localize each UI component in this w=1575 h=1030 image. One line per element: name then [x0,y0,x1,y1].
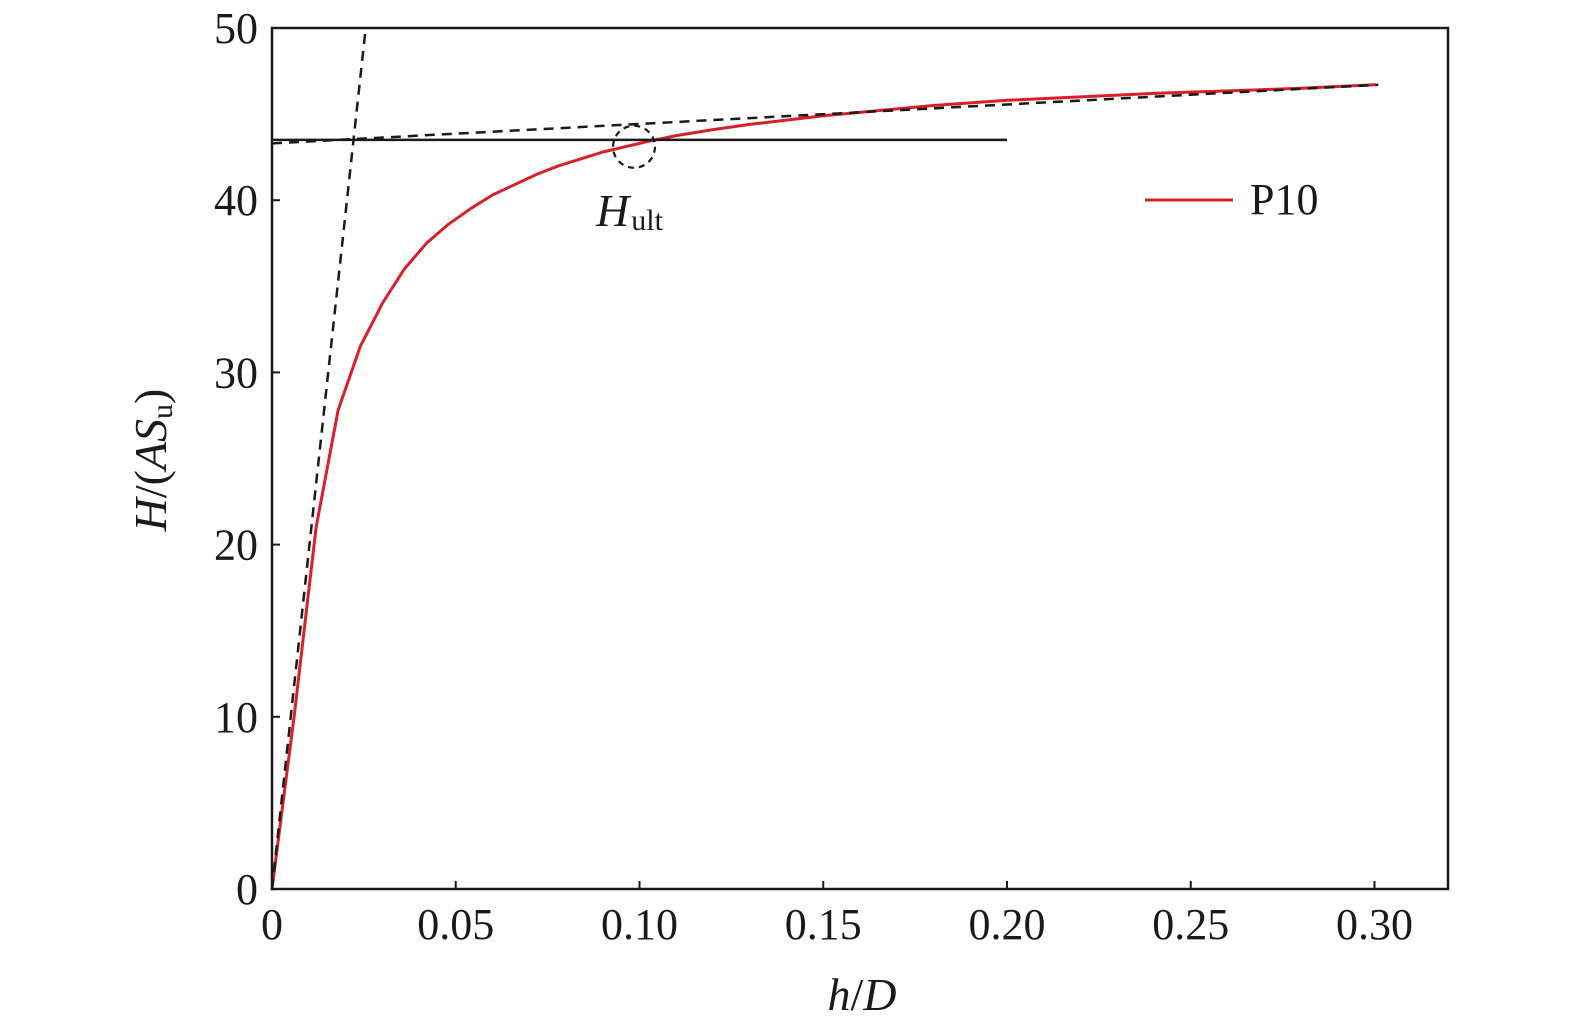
y-tick-label: 20 [214,521,258,570]
chart-ticks: 0 0.05 0.10 0.15 0.20 0.25 0.30 0 10 20 30 40 50 [214,4,1413,949]
x-tick-label: 0.10 [601,900,678,949]
y-tick-label: 0 [236,865,258,914]
x-tick-label: 0.25 [1152,900,1229,949]
x-tick-label: 0.05 [417,900,494,949]
annotation-h-ult: Hult [595,185,664,237]
annotation-h-sub: ult [631,204,663,237]
x-tick-label: 0.20 [969,900,1046,949]
plot-frame [270,26,1450,891]
y-axis-title-sub: u [146,404,179,419]
annotation-h-main: H [595,185,632,236]
x-axis-title-den: D [862,969,896,1020]
series-line-p10 [270,83,1376,891]
y-axis-title-open: /( [125,470,176,498]
y-tick-label: 40 [214,176,258,225]
y-tick-label: 30 [214,348,258,397]
x-tick-label: 0 [261,900,283,949]
chart-marks [270,27,1379,891]
x-axis-title: h/D [827,969,896,1020]
y-axis-title-close: ) [125,389,176,404]
y-tick-label: 10 [214,693,258,742]
legend: P10 [1145,175,1318,224]
reference-line-1 [270,27,367,890]
y-axis-title: H/(ASu) [125,389,179,533]
legend-label-p10: P10 [1250,175,1318,224]
reference-line-2 [271,83,1379,145]
annotation-dashed-circle [611,124,657,169]
x-axis-title-main: h [827,969,850,1020]
x-axis-title-sep: / [850,969,863,1020]
y-axis-title-main: H [125,495,176,532]
y-axis-title-var: AS [125,419,176,473]
y-tick-label: 50 [214,4,258,53]
x-tick-label: 0.30 [1336,900,1413,949]
x-tick-label: 0.15 [785,900,862,949]
